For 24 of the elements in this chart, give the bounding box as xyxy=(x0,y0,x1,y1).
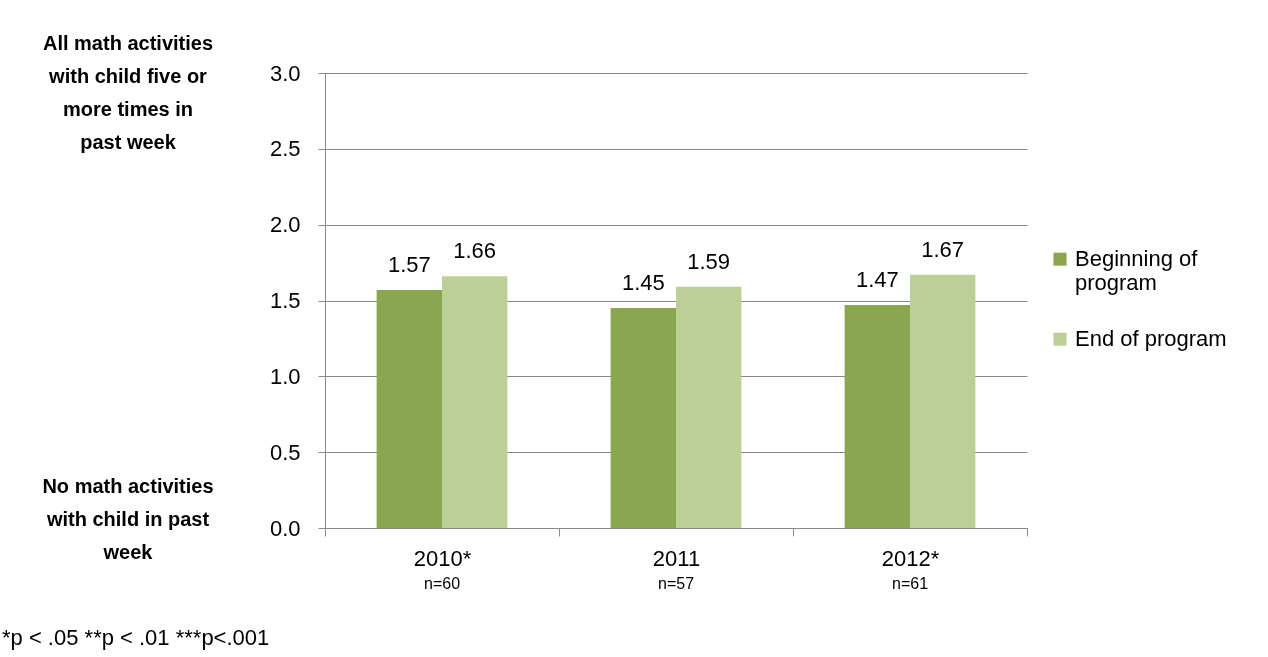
text: n=57 xyxy=(657,575,695,592)
legend-label: End of program xyxy=(1075,326,1227,352)
data-label: 1.59 xyxy=(687,248,731,274)
y-tick-label: 0.5 xyxy=(269,439,301,465)
text: n=60 xyxy=(423,575,461,592)
y-tick-label: 1.5 xyxy=(269,288,301,313)
text: No math activities with child in past week xyxy=(42,475,214,563)
y-tick-label: 2.0 xyxy=(269,212,301,238)
text: All math activities with child five or more times in past week xyxy=(42,32,214,153)
y-tick-label: 1.0 xyxy=(269,363,301,389)
y-tick-label: 2.5 xyxy=(269,136,301,162)
text: n=61 xyxy=(891,575,929,592)
x-tick-label: 2010* xyxy=(413,545,472,571)
data-label: 1.67 xyxy=(921,236,965,262)
legend-label: Beginning of program xyxy=(1075,246,1199,296)
y-tick-label: 0.0 xyxy=(269,515,301,541)
y-tick-label: 3.0 xyxy=(269,60,301,86)
data-label: 1.57 xyxy=(387,251,431,277)
data-label: 1.45 xyxy=(621,270,665,296)
text: *p < .05 **p < .01 ***p<.001 xyxy=(2,625,270,650)
x-tick-label: 2012* xyxy=(881,545,940,571)
data-label: 1.47 xyxy=(855,267,899,293)
data-label: 1.66 xyxy=(453,238,497,264)
x-tick-label: 2011 xyxy=(652,545,701,571)
